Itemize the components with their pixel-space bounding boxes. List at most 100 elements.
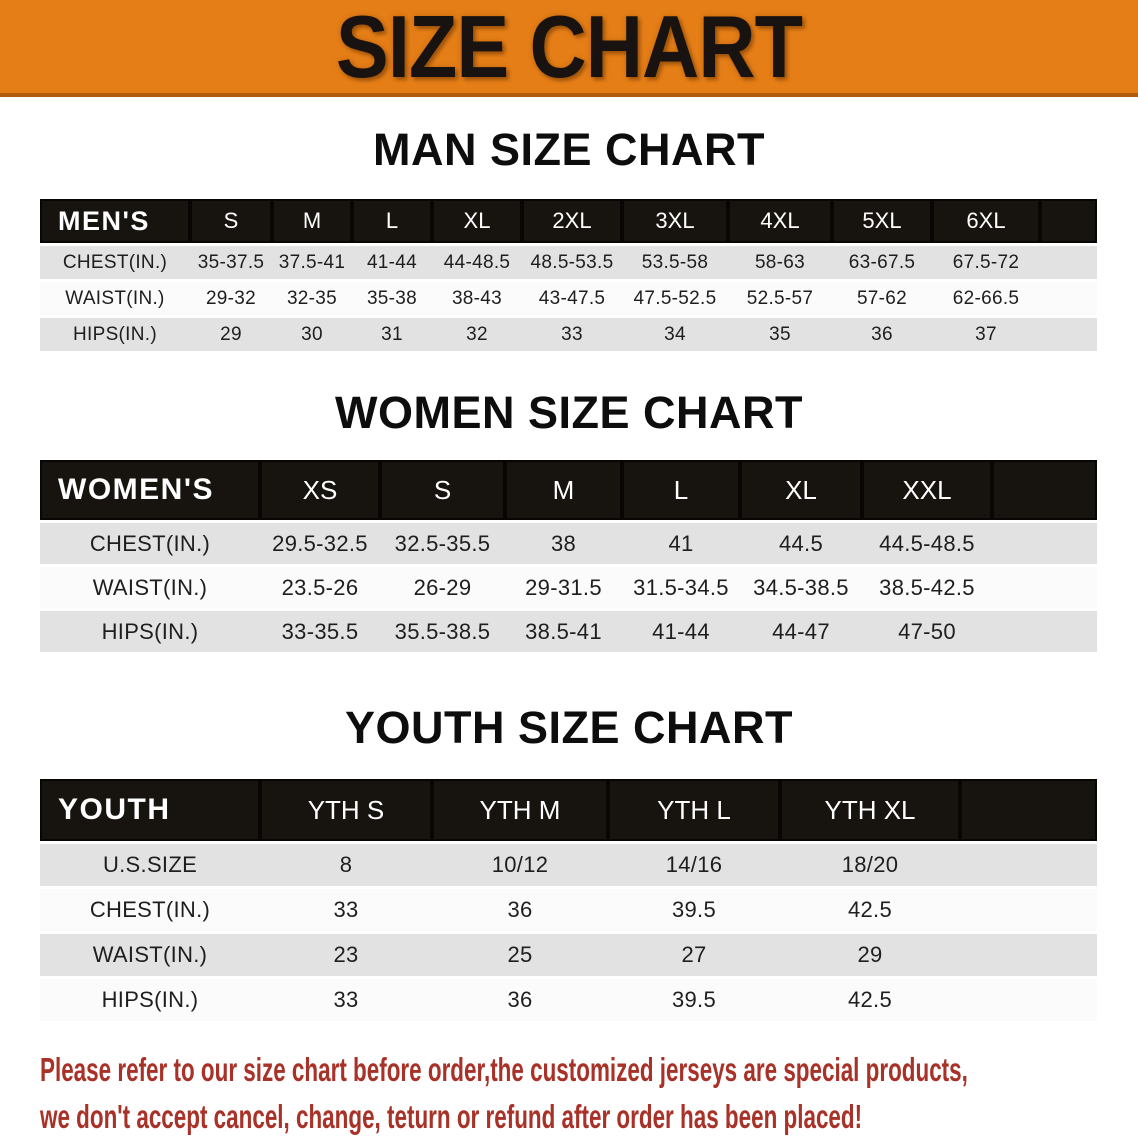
row-label: HIPS(IN.)	[40, 979, 260, 1021]
size-column-header: S	[190, 199, 272, 243]
size-value-cell: 29	[190, 318, 272, 351]
size-column-header: 5XL	[832, 199, 932, 243]
table-row: WAIST(IN.) 29-32 32-35 35-38 38-43 43-47.5 47.…	[40, 282, 1097, 315]
row-label: CHEST(IN.)	[40, 889, 260, 931]
size-value-cell: 33	[260, 889, 432, 931]
size-value-cell: 35-37.5	[190, 246, 272, 279]
size-value-cell: 39.5	[608, 889, 780, 931]
size-value-cell: 58-63	[728, 246, 832, 279]
men-section-heading: MAN SIZE CHART	[373, 124, 765, 175]
disclaimer: Please refer to our size chart before or…	[40, 1046, 1138, 1140]
size-value-cell: 44-47	[740, 611, 862, 652]
table-row: WAIST(IN.) 23.5-26 26-29 29-31.5 31.5-34.5 34…	[40, 567, 1097, 608]
size-value-cell: 52.5-57	[728, 282, 832, 315]
men-size-table: MEN'S S M L XL 2XL 3XL 4XL 5XL 6XL CHEST(IN.) 35-37…	[40, 196, 1097, 354]
size-value-cell: 67.5-72	[932, 246, 1040, 279]
size-column-header: 4XL	[728, 199, 832, 243]
size-column-header: 3XL	[622, 199, 728, 243]
row-label: WAIST(IN.)	[40, 567, 260, 608]
size-column-header: XL	[432, 199, 522, 243]
table-header-row: MEN'S S M L XL 2XL 3XL 4XL 5XL 6XL	[40, 199, 1097, 243]
size-value-cell: 10/12	[432, 844, 608, 886]
size-value-cell: 41-44	[622, 611, 740, 652]
row-spacer	[960, 934, 1097, 976]
size-value-cell: 27	[608, 934, 780, 976]
size-value-cell: 53.5-58	[622, 246, 728, 279]
size-value-cell: 32	[432, 318, 522, 351]
size-chart-banner: SIZE CHART	[0, 0, 1138, 97]
size-value-cell: 29-32	[190, 282, 272, 315]
header-spacer	[1040, 199, 1097, 243]
size-value-cell: 29.5-32.5	[260, 523, 380, 564]
size-value-cell: 43-47.5	[522, 282, 622, 315]
row-spacer	[992, 611, 1097, 652]
size-value-cell: 48.5-53.5	[522, 246, 622, 279]
size-value-cell: 36	[832, 318, 932, 351]
row-label: HIPS(IN.)	[40, 318, 190, 351]
size-value-cell: 32.5-35.5	[380, 523, 505, 564]
disclaimer-line-2: we don't accept cancel, change, teturn o…	[40, 1098, 863, 1135]
table-row: WAIST(IN.) 23 25 27 29	[40, 934, 1097, 976]
men-size-section: MAN SIZE CHART MEN'S S M L XL 2XL 3XL 4XL 5XL 6XL…	[0, 127, 1138, 354]
table-corner-label: MEN'S	[40, 199, 190, 243]
size-value-cell: 38-43	[432, 282, 522, 315]
table-row: HIPS(IN.) 33-35.5 35.5-38.5 38.5-41 41-44 44-…	[40, 611, 1097, 652]
size-column-header: YTH XL	[780, 779, 960, 841]
men-size-table-slot: MEN'S S M L XL 2XL 3XL 4XL 5XL 6XL CHEST(IN.) 35-37…	[0, 196, 1138, 354]
size-value-cell: 33	[522, 318, 622, 351]
size-value-cell: 25	[432, 934, 608, 976]
size-value-cell: 23	[260, 934, 432, 976]
size-column-header: S	[380, 460, 505, 520]
women-size-table: WOMEN'S XS S M L XL XXL CHEST(IN.) 29.5-32.5 32.5…	[40, 457, 1097, 655]
women-section-heading: WOMEN SIZE CHART	[335, 387, 803, 438]
size-column-header: 6XL	[932, 199, 1040, 243]
table-header-row: YOUTH YTH S YTH M YTH L YTH XL	[40, 779, 1097, 841]
table-corner-label: YOUTH	[40, 779, 260, 841]
row-label: WAIST(IN.)	[40, 282, 190, 315]
size-value-cell: 32-35	[272, 282, 352, 315]
size-value-cell: 44-48.5	[432, 246, 522, 279]
size-column-header: XXL	[862, 460, 992, 520]
row-spacer	[1040, 318, 1097, 351]
size-value-cell: 29	[780, 934, 960, 976]
size-value-cell: 39.5	[608, 979, 780, 1021]
youth-section-heading: YOUTH SIZE CHART	[344, 702, 793, 753]
size-value-cell: 41-44	[352, 246, 432, 279]
row-spacer	[992, 523, 1097, 564]
size-value-cell: 63-67.5	[832, 246, 932, 279]
size-value-cell: 38.5-42.5	[862, 567, 992, 608]
header-spacer	[960, 779, 1097, 841]
banner-title: SIZE CHART	[335, 0, 803, 96]
row-spacer	[1040, 246, 1097, 279]
size-column-header: 2XL	[522, 199, 622, 243]
size-value-cell: 34	[622, 318, 728, 351]
size-value-cell: 57-62	[832, 282, 932, 315]
size-column-header: L	[622, 460, 740, 520]
row-label: U.S.SIZE	[40, 844, 260, 886]
size-value-cell: 8	[260, 844, 432, 886]
row-spacer	[960, 889, 1097, 931]
size-value-cell: 31.5-34.5	[622, 567, 740, 608]
size-value-cell: 41	[622, 523, 740, 564]
size-value-cell: 18/20	[780, 844, 960, 886]
size-column-header: XS	[260, 460, 380, 520]
size-value-cell: 29-31.5	[505, 567, 622, 608]
size-column-header: M	[272, 199, 352, 243]
table-row: HIPS(IN.) 33 36 39.5 42.5	[40, 979, 1097, 1021]
row-spacer	[1040, 282, 1097, 315]
size-column-header: YTH M	[432, 779, 608, 841]
row-spacer	[992, 567, 1097, 608]
women-size-table-slot: WOMEN'S XS S M L XL XXL CHEST(IN.) 29.5-32.5 32.5…	[0, 457, 1138, 655]
size-value-cell: 44.5-48.5	[862, 523, 992, 564]
women-size-section: WOMEN SIZE CHART WOMEN'S XS S M L XL XXL CHEST(…	[0, 390, 1138, 655]
row-label: WAIST(IN.)	[40, 934, 260, 976]
size-value-cell: 36	[432, 979, 608, 1021]
size-value-cell: 42.5	[780, 979, 960, 1021]
table-row: HIPS(IN.) 29 30 31 32 33 34 35 36 37	[40, 318, 1097, 351]
size-value-cell: 33-35.5	[260, 611, 380, 652]
table-header-row: WOMEN'S XS S M L XL XXL	[40, 460, 1097, 520]
size-value-cell: 33	[260, 979, 432, 1021]
youth-size-table: YOUTH YTH S YTH M YTH L YTH XL U.S.SIZE 8 10/12…	[40, 776, 1097, 1024]
size-value-cell: 23.5-26	[260, 567, 380, 608]
size-value-cell: 38	[505, 523, 622, 564]
